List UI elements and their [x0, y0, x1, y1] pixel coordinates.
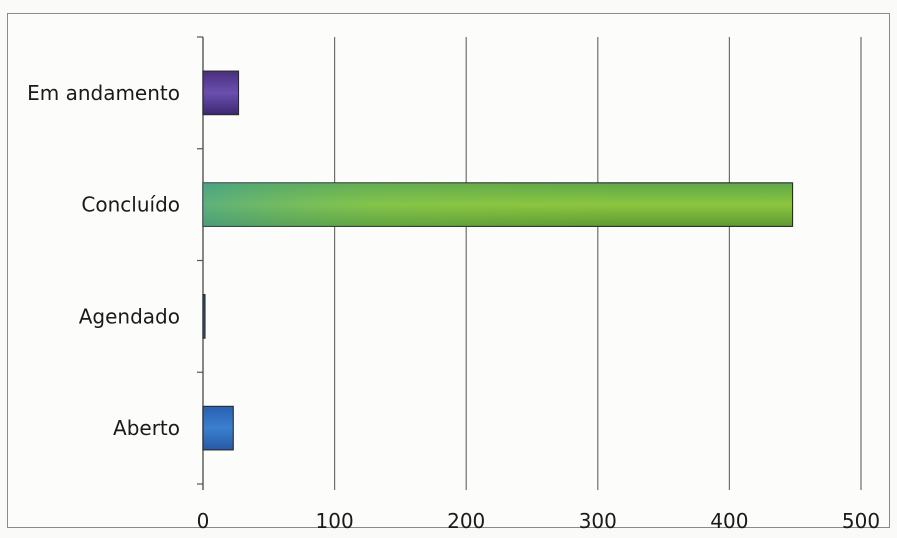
category-label: Aberto	[113, 416, 180, 440]
axis-layer	[197, 36, 204, 490]
bar-layer	[202, 70, 794, 451]
x-tick-label: 200	[447, 509, 485, 533]
category-label: Agendado	[79, 304, 180, 328]
category-label: Concluído	[81, 193, 180, 217]
x-tick-label: 100	[316, 509, 354, 533]
bar-em-andamento	[202, 70, 240, 116]
chart-frame	[7, 13, 890, 528]
x-tick-label: 500	[842, 509, 880, 533]
label-layer: 0 100 200 300 400 500 Em andamento Concluído Age…	[27, 81, 880, 533]
bar-aberto	[202, 405, 234, 451]
x-tick-label: 300	[579, 509, 617, 533]
category-label: Em andamento	[27, 81, 180, 105]
bar-sheen	[203, 182, 793, 227]
x-tick-label: 400	[710, 509, 748, 533]
grid-layer	[334, 37, 862, 490]
bar-agendado	[202, 294, 206, 339]
x-tick-label: 0	[197, 509, 210, 533]
